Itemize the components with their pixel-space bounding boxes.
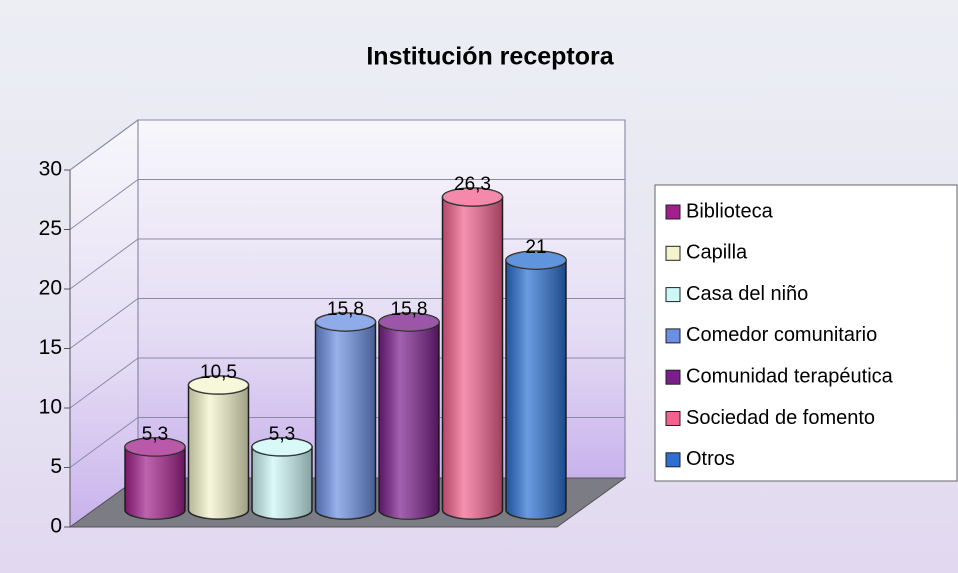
bar-top — [505, 250, 567, 270]
y-tick-label: 5 — [50, 455, 62, 478]
value-label: 21 — [525, 237, 546, 258]
bar-top-light — [442, 188, 503, 207]
grid-line — [69, 119, 139, 171]
grid-line — [69, 238, 139, 290]
y-tick-label: 10 — [39, 396, 62, 419]
value-label: 15,8 — [391, 299, 428, 320]
legend-swatch — [665, 328, 681, 344]
bar-shade — [379, 321, 439, 519]
bar-top-light — [379, 312, 439, 331]
y-tick-label: 0 — [50, 515, 62, 538]
legend-swatch — [665, 245, 681, 261]
legend-label: Sociedad de fomento — [686, 407, 875, 429]
value-label: 5,3 — [269, 424, 295, 445]
legend-label: Comunidad terapéutica — [686, 365, 894, 387]
legend-swatch — [665, 287, 681, 303]
value-label: 15,8 — [327, 299, 364, 320]
legend-label: Comedor comunitario — [686, 324, 877, 346]
bar-top — [314, 312, 377, 332]
chart-title: Institución receptora — [366, 43, 614, 71]
y-tick-label: 15 — [39, 336, 62, 359]
legend-label: Casa del niño — [686, 283, 808, 305]
bar-shade — [315, 321, 376, 519]
bar-top-light — [188, 376, 249, 395]
y-tick-label: 30 — [39, 158, 62, 181]
value-label: 26,3 — [454, 174, 491, 195]
y-tick-label: 20 — [39, 277, 62, 300]
bar-top-light — [252, 437, 312, 456]
y-tick-label: 25 — [39, 217, 62, 240]
bar-shade — [188, 385, 249, 519]
bar-top — [378, 312, 440, 332]
value-label: 5,3 — [142, 424, 168, 445]
bar-top — [187, 375, 250, 395]
bar-shade — [252, 446, 312, 519]
legend-label: Biblioteca — [686, 200, 774, 222]
bar-shade — [125, 446, 185, 519]
legend-label: Capilla — [686, 242, 748, 264]
bar-top-light — [315, 312, 376, 331]
bar-top — [441, 187, 504, 207]
legend-swatch — [665, 369, 681, 385]
bar-top-light — [125, 437, 185, 456]
grid-line — [69, 179, 139, 230]
legend-swatch — [665, 204, 681, 220]
grid-line — [69, 298, 139, 349]
bar-top — [251, 437, 313, 457]
grid-line — [69, 417, 139, 468]
bar-shade — [442, 197, 503, 519]
legend-swatch — [665, 452, 681, 468]
grid-line — [69, 357, 139, 409]
bar-top-light — [506, 251, 566, 270]
legend-swatch — [665, 411, 681, 426]
value-label: 10,5 — [200, 362, 237, 383]
legend-label: Otros — [686, 448, 735, 470]
bar-shade — [506, 260, 566, 519]
legend — [654, 184, 958, 482]
bar-top — [124, 437, 186, 457]
